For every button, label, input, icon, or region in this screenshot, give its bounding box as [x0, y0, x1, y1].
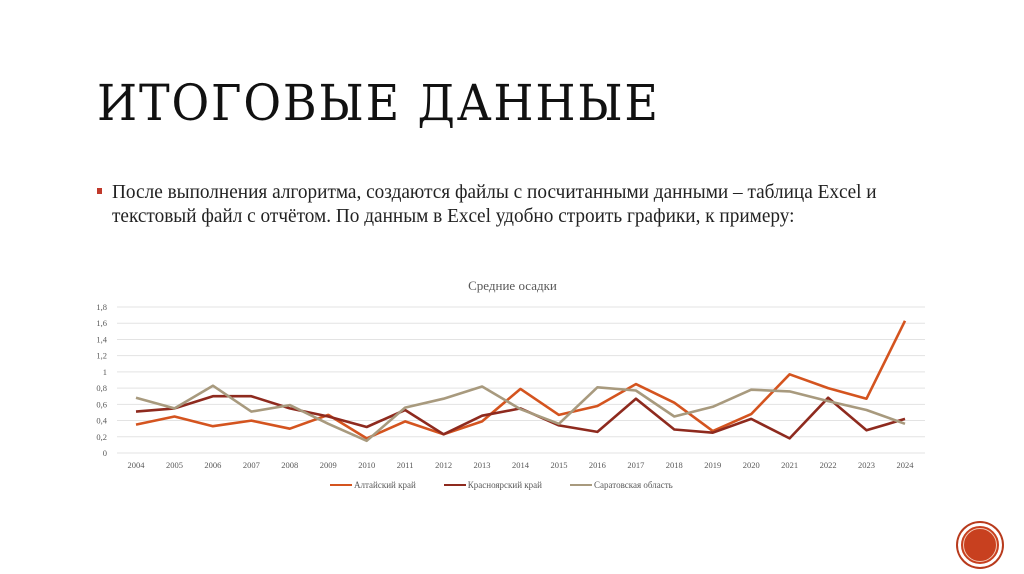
x-tick-label: 2012	[435, 460, 452, 470]
x-tick-label: 2004	[128, 460, 146, 470]
x-tick-label: 2017	[627, 460, 644, 470]
x-tick-label: 2020	[743, 460, 760, 470]
bullet-paragraph: После выполнения алгоритма, создаются фа…	[97, 180, 917, 228]
slide-title: ИТОГОВЫЕ ДАННЫЕ	[97, 74, 660, 132]
x-tick-label: 2007	[243, 460, 260, 470]
y-tick-label: 0,8	[96, 383, 107, 393]
x-tick-label: 2010	[358, 460, 375, 470]
legend-label: Красноярский край	[467, 480, 542, 490]
x-tick-label: 2015	[550, 460, 567, 470]
y-tick-label: 0	[103, 448, 107, 458]
x-tick-label: 2018	[666, 460, 683, 470]
x-tick-label: 2013	[474, 460, 491, 470]
series-line	[135, 320, 907, 440]
precipitation-line-chart: Средние осадки 0 0,2 0,4 0,6 0,8 1 1,2 1,4 1,6 1,…	[85, 270, 945, 500]
y-tick-label: 1	[103, 367, 107, 377]
x-tick-label: 2021	[781, 460, 798, 470]
legend-label: Саратовская область	[594, 480, 673, 490]
x-tick-label: 2006	[204, 460, 221, 470]
chart-plot-area: 0 0,2 0,4 0,6 0,8 1 1,2 1,4 1,6 1,8 2004 2005 2006 20…	[96, 302, 925, 470]
x-tick-label: 2005	[166, 460, 183, 470]
legend-item: Красноярский край	[443, 480, 542, 490]
legend-swatch-icon	[330, 483, 352, 487]
x-tick-label: 2024	[897, 460, 915, 470]
chart-title: Средние осадки	[468, 278, 557, 293]
legend-item: Алтайский край	[330, 480, 416, 490]
x-tick-label: 2016	[589, 460, 606, 470]
y-tick-label: 0,2	[96, 432, 107, 442]
y-tick-label: 0,4	[96, 416, 107, 426]
legend-item: Саратовская область	[570, 480, 673, 490]
x-tick-label: 2009	[320, 460, 337, 470]
bullet-square-icon	[97, 188, 102, 194]
x-tick-label: 2019	[704, 460, 721, 470]
legend-label: Алтайский край	[354, 480, 416, 490]
y-tick-label: 1,6	[96, 318, 107, 328]
slide-number-badge	[958, 523, 1002, 567]
y-tick-label: 1,8	[96, 302, 107, 312]
chart-legend: Алтайский край Красноярский край Саратовск…	[330, 480, 673, 490]
y-tick-label: 1,4	[96, 334, 107, 344]
series-line	[135, 384, 906, 443]
legend-swatch-icon	[443, 483, 466, 487]
legend-swatch-icon	[570, 483, 592, 487]
x-tick-label: 2023	[858, 460, 875, 470]
x-tick-label: 2014	[512, 460, 530, 470]
series-line	[135, 394, 906, 440]
x-tick-label: 2011	[397, 460, 414, 470]
x-tick-label: 2008	[281, 460, 298, 470]
y-tick-label: 0,6	[96, 399, 107, 409]
x-tick-label: 2022	[820, 460, 837, 470]
bullet-text: После выполнения алгоритма, создаются фа…	[112, 181, 877, 227]
y-tick-label: 1,2	[96, 351, 107, 361]
badge-ring-icon	[963, 528, 997, 562]
